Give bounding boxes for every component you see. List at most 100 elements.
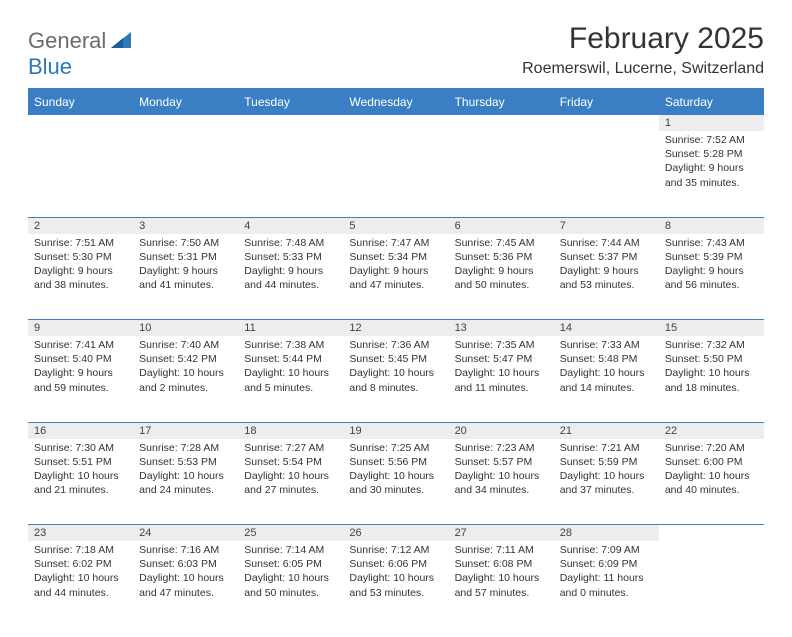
day2-text: and 47 minutes.	[139, 586, 232, 600]
day1-text: Daylight: 9 hours	[665, 264, 758, 278]
day-number: 21	[554, 422, 659, 439]
day-cell: Sunrise: 7:27 AMSunset: 5:54 PMDaylight:…	[238, 439, 343, 525]
sunrise-text: Sunrise: 7:41 AM	[34, 338, 127, 352]
sunrise-text: Sunrise: 7:14 AM	[244, 543, 337, 557]
day-cell: Sunrise: 7:12 AMSunset: 6:06 PMDaylight:…	[343, 541, 448, 627]
day1-text: Daylight: 10 hours	[349, 571, 442, 585]
day-header: Saturday	[659, 90, 764, 115]
sunset-text: Sunset: 5:51 PM	[34, 455, 127, 469]
day-cell: Sunrise: 7:30 AMSunset: 5:51 PMDaylight:…	[28, 439, 133, 525]
day1-text: Daylight: 9 hours	[455, 264, 548, 278]
sunset-text: Sunset: 5:59 PM	[560, 455, 653, 469]
day1-text: Daylight: 10 hours	[244, 469, 337, 483]
calendar-table: Sunday Monday Tuesday Wednesday Thursday…	[28, 90, 764, 627]
day-number: 20	[449, 422, 554, 439]
day-number	[238, 115, 343, 132]
day-number: 18	[238, 422, 343, 439]
day-cell: Sunrise: 7:48 AMSunset: 5:33 PMDaylight:…	[238, 234, 343, 320]
day-cell	[238, 131, 343, 217]
day-cell	[449, 131, 554, 217]
sunset-text: Sunset: 5:48 PM	[560, 352, 653, 366]
day-cell: Sunrise: 7:32 AMSunset: 5:50 PMDaylight:…	[659, 336, 764, 422]
sunrise-text: Sunrise: 7:44 AM	[560, 236, 653, 250]
day-number: 17	[133, 422, 238, 439]
day2-text: and 21 minutes.	[34, 483, 127, 497]
day-number: 5	[343, 217, 448, 234]
day-cell: Sunrise: 7:09 AMSunset: 6:09 PMDaylight:…	[554, 541, 659, 627]
sunset-text: Sunset: 6:09 PM	[560, 557, 653, 571]
sunset-text: Sunset: 5:45 PM	[349, 352, 442, 366]
day2-text: and 35 minutes.	[665, 176, 758, 190]
day2-text: and 40 minutes.	[665, 483, 758, 497]
day2-text: and 8 minutes.	[349, 381, 442, 395]
daynum-row: 2345678	[28, 217, 764, 234]
day-cell: Sunrise: 7:40 AMSunset: 5:42 PMDaylight:…	[133, 336, 238, 422]
day1-text: Daylight: 9 hours	[244, 264, 337, 278]
sunrise-text: Sunrise: 7:16 AM	[139, 543, 232, 557]
day-cell: Sunrise: 7:50 AMSunset: 5:31 PMDaylight:…	[133, 234, 238, 320]
day-cell: Sunrise: 7:21 AMSunset: 5:59 PMDaylight:…	[554, 439, 659, 525]
sunset-text: Sunset: 6:00 PM	[665, 455, 758, 469]
sunset-text: Sunset: 5:57 PM	[455, 455, 548, 469]
day1-text: Daylight: 10 hours	[455, 469, 548, 483]
sunset-text: Sunset: 5:31 PM	[139, 250, 232, 264]
sunrise-text: Sunrise: 7:51 AM	[34, 236, 127, 250]
sunrise-text: Sunrise: 7:48 AM	[244, 236, 337, 250]
day1-text: Daylight: 10 hours	[560, 469, 653, 483]
day-number: 27	[449, 525, 554, 542]
calendar-page: General Blue February 2025 Roemerswil, L…	[0, 0, 792, 637]
day2-text: and 56 minutes.	[665, 278, 758, 292]
sunset-text: Sunset: 6:02 PM	[34, 557, 127, 571]
sunrise-text: Sunrise: 7:32 AM	[665, 338, 758, 352]
sunrise-text: Sunrise: 7:30 AM	[34, 441, 127, 455]
day2-text: and 41 minutes.	[139, 278, 232, 292]
sunrise-text: Sunrise: 7:33 AM	[560, 338, 653, 352]
day-number: 22	[659, 422, 764, 439]
sunrise-text: Sunrise: 7:40 AM	[139, 338, 232, 352]
day2-text: and 57 minutes.	[455, 586, 548, 600]
sunset-text: Sunset: 5:33 PM	[244, 250, 337, 264]
sunset-text: Sunset: 6:08 PM	[455, 557, 548, 571]
sunrise-text: Sunrise: 7:38 AM	[244, 338, 337, 352]
day1-text: Daylight: 10 hours	[560, 366, 653, 380]
sunset-text: Sunset: 6:06 PM	[349, 557, 442, 571]
day-cell	[133, 131, 238, 217]
day-number: 23	[28, 525, 133, 542]
day1-text: Daylight: 9 hours	[560, 264, 653, 278]
content-row: Sunrise: 7:18 AMSunset: 6:02 PMDaylight:…	[28, 541, 764, 627]
day1-text: Daylight: 9 hours	[665, 161, 758, 175]
day2-text: and 44 minutes.	[244, 278, 337, 292]
logo-blue: Blue	[28, 54, 72, 79]
sunset-text: Sunset: 5:44 PM	[244, 352, 337, 366]
sunset-text: Sunset: 5:50 PM	[665, 352, 758, 366]
day-number: 8	[659, 217, 764, 234]
day-number: 19	[343, 422, 448, 439]
day-number: 7	[554, 217, 659, 234]
day-cell	[554, 131, 659, 217]
sunset-text: Sunset: 5:53 PM	[139, 455, 232, 469]
day-cell: Sunrise: 7:33 AMSunset: 5:48 PMDaylight:…	[554, 336, 659, 422]
day1-text: Daylight: 10 hours	[244, 366, 337, 380]
sunrise-text: Sunrise: 7:36 AM	[349, 338, 442, 352]
day1-text: Daylight: 10 hours	[349, 469, 442, 483]
day-cell: Sunrise: 7:38 AMSunset: 5:44 PMDaylight:…	[238, 336, 343, 422]
day1-text: Daylight: 10 hours	[139, 366, 232, 380]
sunrise-text: Sunrise: 7:50 AM	[139, 236, 232, 250]
day2-text: and 27 minutes.	[244, 483, 337, 497]
content-row: Sunrise: 7:52 AMSunset: 5:28 PMDaylight:…	[28, 131, 764, 217]
sunrise-text: Sunrise: 7:11 AM	[455, 543, 548, 557]
day2-text: and 18 minutes.	[665, 381, 758, 395]
sunrise-text: Sunrise: 7:47 AM	[349, 236, 442, 250]
sunset-text: Sunset: 5:36 PM	[455, 250, 548, 264]
daynum-row: 232425262728	[28, 525, 764, 542]
day2-text: and 59 minutes.	[34, 381, 127, 395]
day1-text: Daylight: 10 hours	[34, 469, 127, 483]
sunrise-text: Sunrise: 7:43 AM	[665, 236, 758, 250]
day-header: Wednesday	[343, 90, 448, 115]
sunset-text: Sunset: 5:47 PM	[455, 352, 548, 366]
day-number: 16	[28, 422, 133, 439]
day-header: Monday	[133, 90, 238, 115]
day-number	[133, 115, 238, 132]
day-cell: Sunrise: 7:23 AMSunset: 5:57 PMDaylight:…	[449, 439, 554, 525]
day-cell: Sunrise: 7:41 AMSunset: 5:40 PMDaylight:…	[28, 336, 133, 422]
